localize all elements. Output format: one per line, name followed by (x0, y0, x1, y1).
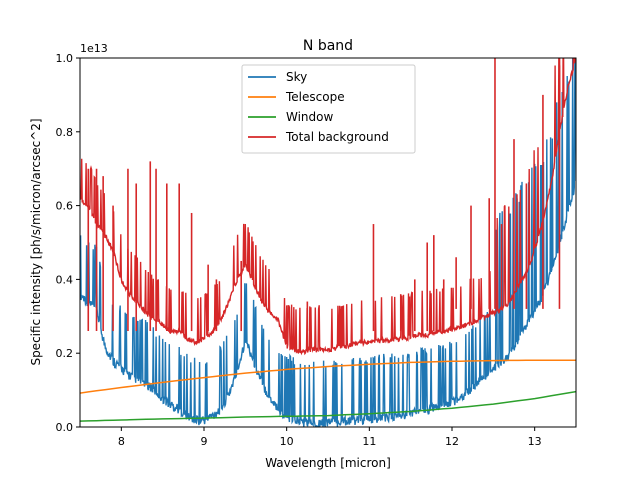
y-axis-label: Specific intensity [ph/s/micron/arcsec^2… (29, 118, 43, 365)
y-tick-label: 0.2 (56, 347, 74, 360)
y-tick-label: 1.0 (56, 52, 74, 65)
plot-frame (79, 57, 577, 428)
series-line (80, 58, 576, 356)
legend-label: Sky (286, 70, 307, 84)
series-line (80, 359, 576, 394)
x-axis: 8 9 10 11 12 13 (118, 427, 542, 448)
y-tick-label: 0.8 (56, 126, 74, 139)
series-line (80, 390, 576, 422)
x-tick-label: 9 (201, 435, 208, 448)
y-offset-label: 1e13 (80, 42, 108, 55)
x-tick-label: 12 (445, 435, 459, 448)
plot-area (80, 58, 576, 427)
y-tick-label: 0.0 (56, 421, 74, 434)
y-tick-label: 0.6 (56, 200, 74, 213)
series-total-background (80, 58, 576, 356)
legend-box (241, 64, 416, 154)
x-tick-label: 11 (362, 435, 376, 448)
x-tick-label: 13 (528, 435, 542, 448)
chart-title: N band (303, 38, 353, 54)
series-line (80, 58, 576, 427)
x-tick-label: 10 (280, 435, 294, 448)
y-tick-label: 0.4 (56, 273, 74, 286)
legend-label: Window (286, 110, 334, 124)
x-tick-label: 8 (118, 435, 125, 448)
x-axis-label: Wavelength [micron] (265, 456, 391, 470)
legend-label: Total background (285, 130, 389, 144)
series-sky (80, 58, 576, 427)
y-axis: 0.0 0.2 0.4 0.6 0.8 1.0 (56, 52, 80, 434)
series-window (80, 390, 576, 422)
legend: Sky Telescope Window Total background (241, 64, 416, 154)
series-telescope (80, 359, 576, 394)
legend-label: Telescope (285, 90, 345, 104)
